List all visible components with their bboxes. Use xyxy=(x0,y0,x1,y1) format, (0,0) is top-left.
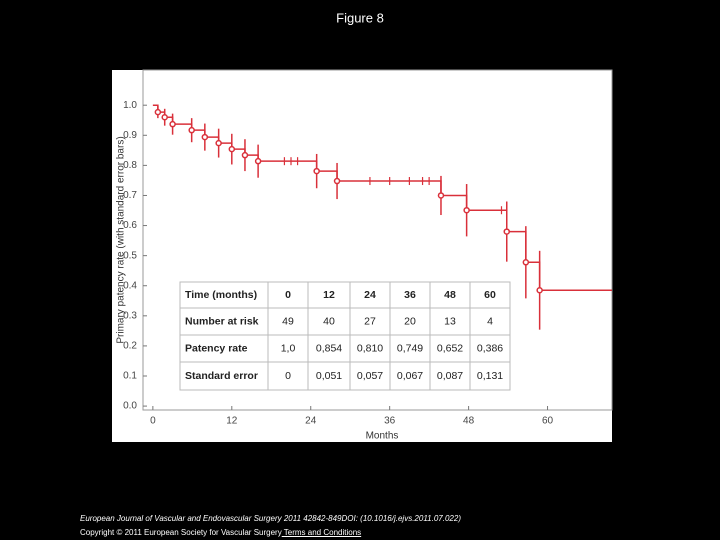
table-cell: 0,087 xyxy=(437,370,463,382)
y-tick-label: 0.1 xyxy=(123,371,137,382)
point xyxy=(215,139,222,147)
table-cell: 0,067 xyxy=(397,370,423,382)
x-tick-label: 12 xyxy=(226,416,238,427)
citation: European Journal of Vascular and Endovas… xyxy=(80,514,461,523)
table-cell: 40 xyxy=(323,315,335,327)
x-tick-label: 24 xyxy=(305,416,317,427)
table-cell: 0,386 xyxy=(477,342,503,354)
point xyxy=(333,177,341,185)
y-tick-label: 0.3 xyxy=(123,310,137,321)
table-cell: Patency rate xyxy=(185,342,248,354)
y-tick-label: 1.0 xyxy=(123,100,137,111)
y-tick-label: 0.7 xyxy=(123,190,137,201)
point xyxy=(254,157,262,165)
table-cell: Time (months) xyxy=(185,289,257,301)
table-cell: 49 xyxy=(282,315,294,327)
y-tick-label: 0.4 xyxy=(123,280,137,291)
y-tick-label: 0.8 xyxy=(123,160,137,171)
table-cell: 36 xyxy=(404,289,416,301)
table-cell: Standard error xyxy=(185,370,258,382)
y-tick-label: 0.5 xyxy=(123,250,137,261)
point xyxy=(161,113,168,121)
point xyxy=(437,192,445,199)
point xyxy=(313,167,320,175)
y-tick-label: 0.2 xyxy=(123,341,137,352)
table-cell: Number at risk xyxy=(185,315,259,327)
table-cell: 12 xyxy=(323,289,335,301)
table-cell: 0,131 xyxy=(477,370,503,382)
point xyxy=(503,228,511,235)
y-tick-label: 0.6 xyxy=(123,220,137,231)
point xyxy=(201,133,209,141)
figure-title: Figure 8 xyxy=(336,10,384,25)
point xyxy=(228,145,236,153)
point xyxy=(241,151,249,159)
copyright-line: Copyright © 2011 European Society for Va… xyxy=(80,528,361,537)
table-cell: 0,854 xyxy=(316,342,342,354)
table-cell: 1,0 xyxy=(281,342,296,354)
point xyxy=(463,206,470,214)
x-tick-label: 0 xyxy=(150,416,156,427)
table-cell: 20 xyxy=(404,315,416,327)
point xyxy=(536,286,543,294)
table-cell: 48 xyxy=(444,289,456,301)
terms-link[interactable]: Terms and Conditions xyxy=(281,528,362,537)
table-cell: 60 xyxy=(484,289,496,301)
copyright: Copyright © 2011 European Society for Va… xyxy=(80,528,282,537)
x-tick-label: 48 xyxy=(463,416,475,427)
table-background xyxy=(179,281,511,391)
point xyxy=(154,108,162,116)
table-cell: 0,810 xyxy=(357,342,383,354)
table-cell: 13 xyxy=(444,315,456,327)
table-cell: 0,652 xyxy=(437,342,463,354)
point xyxy=(188,126,195,134)
point xyxy=(522,259,530,266)
chart: Figure 8 Months Primary patency rate (wi… xyxy=(112,10,613,442)
point xyxy=(169,120,176,128)
y-tick-label: 0.9 xyxy=(123,130,137,141)
x-tick-label: 36 xyxy=(384,416,396,427)
table-cell: 0,057 xyxy=(357,370,383,382)
table-cell: 27 xyxy=(364,315,376,327)
table-cell: 0,749 xyxy=(397,342,423,354)
y-tick-label: 0.0 xyxy=(123,401,137,412)
table-cell: 0 xyxy=(285,370,291,382)
table-cell: 4 xyxy=(487,315,493,327)
table-cell: 0,051 xyxy=(316,370,342,382)
x-tick-label: 60 xyxy=(542,416,554,427)
table-cell: 0 xyxy=(285,289,291,301)
x-axis-label: Months xyxy=(366,431,399,442)
table-cell: 24 xyxy=(364,289,376,301)
y-axis-label: Primary patency rate (with standard erro… xyxy=(116,136,127,343)
